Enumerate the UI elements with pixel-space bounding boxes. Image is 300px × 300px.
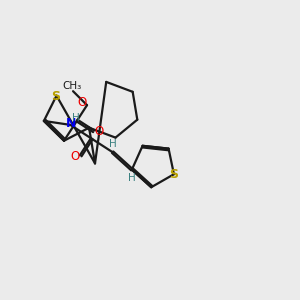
Text: H: H: [109, 139, 117, 149]
Text: S: S: [51, 90, 60, 103]
Text: H: H: [128, 173, 136, 183]
Text: O: O: [77, 96, 86, 109]
Text: O: O: [94, 125, 103, 138]
Text: O: O: [71, 150, 80, 163]
Text: H: H: [72, 113, 80, 123]
Text: S: S: [169, 168, 178, 181]
Text: N: N: [66, 117, 76, 130]
Text: CH₃: CH₃: [62, 81, 81, 91]
